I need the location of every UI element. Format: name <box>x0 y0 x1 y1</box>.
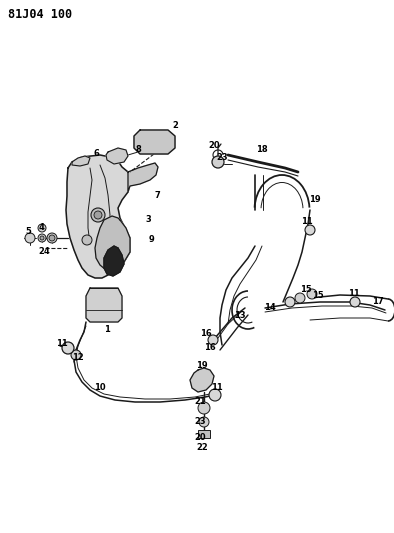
Text: 6: 6 <box>93 149 99 158</box>
Text: 1: 1 <box>104 326 110 335</box>
Text: 20: 20 <box>194 433 206 442</box>
Polygon shape <box>134 130 175 154</box>
Polygon shape <box>66 155 130 278</box>
Circle shape <box>209 389 221 401</box>
Circle shape <box>38 224 46 232</box>
Text: 19: 19 <box>196 361 208 370</box>
Text: 21: 21 <box>194 398 206 407</box>
Text: 12: 12 <box>72 353 84 362</box>
Text: 10: 10 <box>94 384 106 392</box>
Circle shape <box>198 402 210 414</box>
Text: 23: 23 <box>194 417 206 426</box>
Circle shape <box>199 417 209 427</box>
Text: 11: 11 <box>211 384 223 392</box>
Text: 24: 24 <box>38 247 50 256</box>
Circle shape <box>91 208 105 222</box>
Text: 7: 7 <box>154 191 160 200</box>
Polygon shape <box>128 163 158 192</box>
Circle shape <box>47 233 57 243</box>
Text: 9: 9 <box>149 236 155 245</box>
Polygon shape <box>104 246 124 276</box>
Text: 11: 11 <box>56 340 68 349</box>
Text: 8: 8 <box>135 146 141 155</box>
Text: 15: 15 <box>312 292 324 301</box>
Polygon shape <box>95 216 130 272</box>
Polygon shape <box>72 156 90 166</box>
Circle shape <box>38 234 46 242</box>
Circle shape <box>305 225 315 235</box>
Text: 81J04 100: 81J04 100 <box>8 8 72 21</box>
Text: 16: 16 <box>204 343 216 352</box>
Circle shape <box>40 236 44 240</box>
Circle shape <box>62 342 74 354</box>
Circle shape <box>285 297 295 307</box>
Circle shape <box>71 350 81 360</box>
Text: 19: 19 <box>309 196 321 205</box>
Text: 4: 4 <box>39 223 45 232</box>
Text: 18: 18 <box>256 146 268 155</box>
Circle shape <box>212 156 224 168</box>
Circle shape <box>94 211 102 219</box>
Circle shape <box>350 297 360 307</box>
Text: 3: 3 <box>145 215 151 224</box>
Text: 14: 14 <box>264 303 276 312</box>
Circle shape <box>307 289 317 299</box>
Text: 2: 2 <box>172 120 178 130</box>
Circle shape <box>49 235 55 241</box>
Polygon shape <box>106 148 128 164</box>
Text: 15: 15 <box>300 286 312 295</box>
Text: 16: 16 <box>200 329 212 338</box>
Text: 11: 11 <box>301 217 313 227</box>
Text: 17: 17 <box>372 297 384 306</box>
Circle shape <box>82 235 92 245</box>
Text: 13: 13 <box>234 311 246 320</box>
Text: 11: 11 <box>348 289 360 298</box>
Polygon shape <box>86 288 122 322</box>
Circle shape <box>25 233 35 243</box>
Text: 23: 23 <box>216 154 228 163</box>
Circle shape <box>295 293 305 303</box>
Text: 20: 20 <box>208 141 220 149</box>
Circle shape <box>208 335 218 345</box>
Polygon shape <box>190 368 214 392</box>
Text: 5: 5 <box>25 228 31 237</box>
Bar <box>198 430 210 438</box>
Text: 22: 22 <box>196 443 208 453</box>
